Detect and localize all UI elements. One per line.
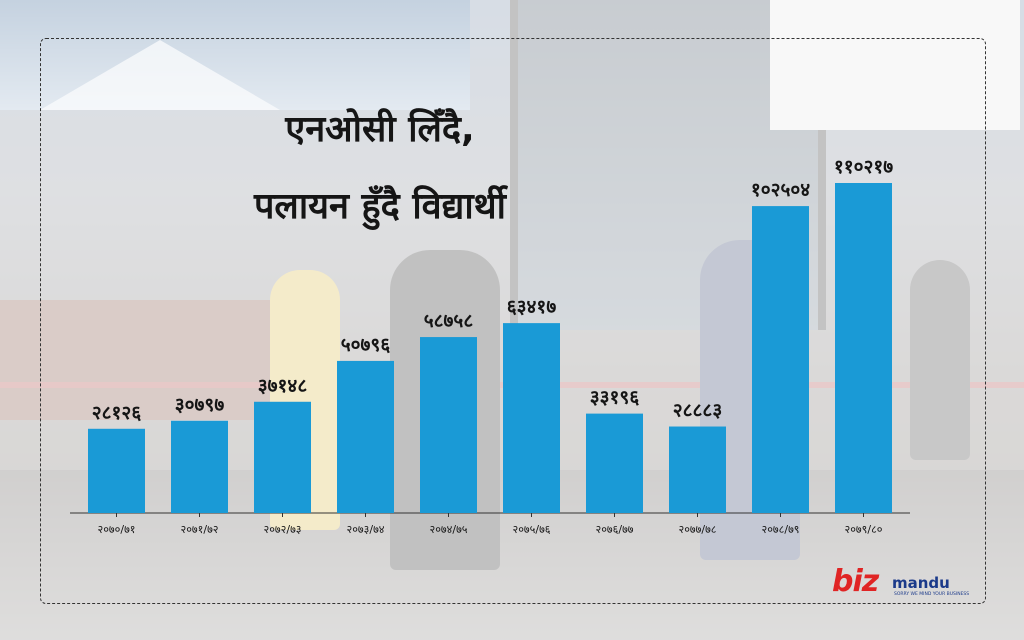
bar [503,323,560,513]
bar [835,183,892,513]
bar [669,426,726,513]
x-tick-label: २०७३/७४ [346,523,384,536]
bar-value-label: ५०७९६ [341,334,391,356]
bar-value-label: ५८७५८ [424,310,474,332]
title-line-1: एनओसी लिँदै, [285,109,475,150]
x-tick-label: २०७१/७२ [180,523,218,536]
bar-value-label: १०२५०४ [751,179,810,201]
bar-value-label: ११०२१७ [834,156,893,178]
x-tick-label: २०७२/७३ [263,523,301,536]
bar [420,337,477,513]
bar [88,428,145,513]
logo-mandu: mandu [892,574,950,592]
x-tick-label: २०७५/७६ [512,523,550,536]
bar-value-label: ३०७९७ [175,394,225,416]
bar [586,413,643,513]
logo-biz: biz [832,564,879,599]
dashed-frame [40,38,986,604]
title-line-2: पलायन हुँदै विद्यार्थी [253,186,506,227]
bar [752,206,809,513]
logo-tagline: SORRY WE MIND YOUR BUSINESS [894,592,970,597]
bar-value-label: २८८८३ [673,400,722,422]
bar [171,420,228,513]
x-tick-label: २०७४/७५ [429,523,467,536]
x-tick-label: २०७६/७७ [595,523,633,536]
bizmandu-logo: biz mandu SORRY WE MIND YOUR BUSINESS [832,564,982,602]
bar [254,401,311,513]
x-tick-label: २०७८/७९ [761,523,799,536]
x-tick-label: २०७९/८० [844,523,882,536]
x-tick-label: २०७७/७८ [678,523,716,536]
bar-value-label: ३७१४८ [258,375,308,397]
bar [337,360,394,513]
bar-value-label: ६३४१७ [507,296,557,318]
bar-value-label: २८१२६ [92,402,142,424]
bar-value-label: ३३१९६ [590,387,640,409]
x-tick-label: २०७०/७१ [97,523,135,536]
